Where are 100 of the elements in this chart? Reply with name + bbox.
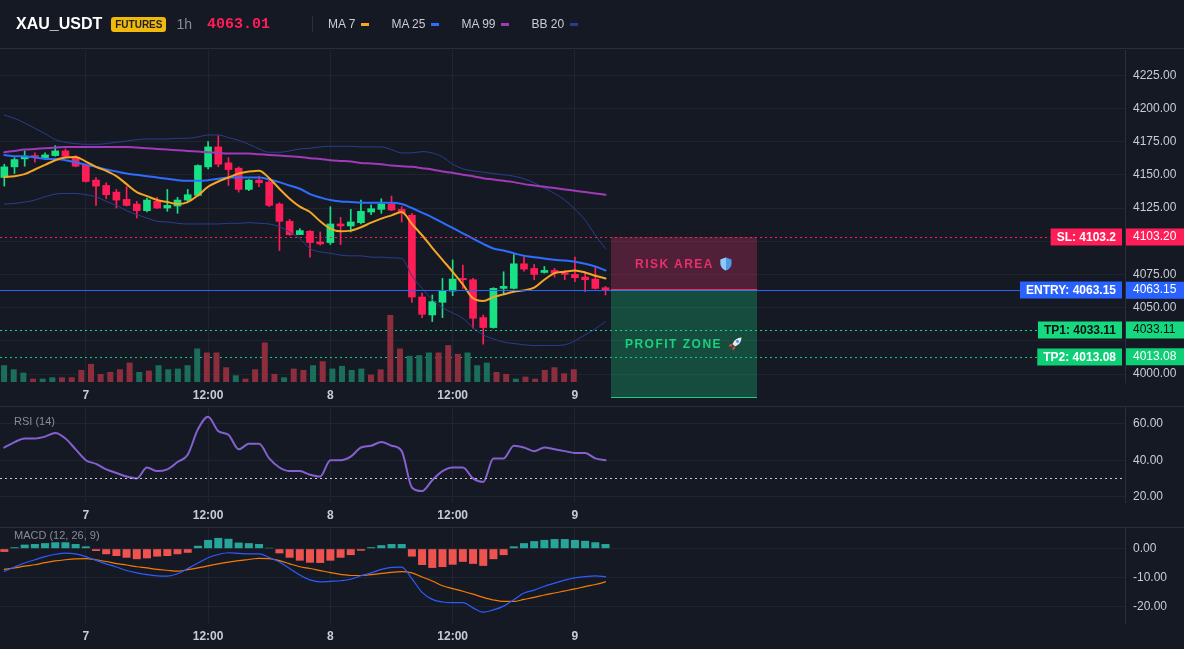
bar bbox=[551, 367, 558, 382]
bar bbox=[532, 378, 539, 382]
chart-title: MACD (12, 26, 9) bbox=[14, 529, 100, 541]
bar bbox=[530, 541, 539, 549]
bar bbox=[407, 549, 416, 557]
line-series bbox=[3, 557, 607, 603]
y-tick-label: 40.00 bbox=[1133, 452, 1164, 467]
x-tick-label: 12:00 bbox=[437, 387, 469, 402]
bar bbox=[97, 373, 104, 382]
bar bbox=[275, 549, 284, 554]
bar bbox=[87, 363, 94, 382]
bar bbox=[132, 549, 141, 560]
bar bbox=[416, 355, 423, 382]
bar bbox=[425, 352, 432, 382]
bar bbox=[155, 365, 162, 382]
bar bbox=[358, 368, 365, 382]
y-tick-label: 4103.20 bbox=[1133, 229, 1177, 244]
bar bbox=[224, 538, 233, 549]
bar bbox=[223, 367, 230, 382]
bar bbox=[319, 361, 326, 382]
bar bbox=[591, 542, 600, 549]
bar bbox=[1, 365, 8, 382]
bar bbox=[561, 373, 568, 382]
bar bbox=[163, 549, 172, 556]
bar bbox=[112, 549, 121, 556]
y-tick-label: 60.00 bbox=[1133, 416, 1164, 431]
bar bbox=[387, 315, 394, 382]
bar bbox=[550, 539, 559, 549]
bar bbox=[348, 369, 355, 382]
bar bbox=[428, 549, 437, 568]
x-tick-label: 9 bbox=[571, 507, 579, 522]
y-tick-label: -20.00 bbox=[1133, 599, 1168, 614]
bar bbox=[255, 544, 264, 549]
ref-line-label: TP1: 4033.11 bbox=[1043, 322, 1117, 337]
bar bbox=[479, 549, 488, 566]
x-tick-label: 12:00 bbox=[437, 628, 469, 643]
bar bbox=[326, 549, 335, 561]
y-tick-label: 4063.15 bbox=[1133, 282, 1177, 297]
bar bbox=[310, 365, 317, 382]
x-tick-label: 8 bbox=[327, 507, 335, 522]
x-tick-label: 12:00 bbox=[192, 507, 224, 522]
bar bbox=[483, 362, 490, 382]
bar bbox=[107, 371, 114, 382]
bar bbox=[601, 544, 610, 549]
x-tick-label: 8 bbox=[327, 628, 335, 643]
bar bbox=[489, 549, 498, 560]
bar bbox=[581, 540, 590, 549]
y-tick-label: 4050.00 bbox=[1133, 299, 1177, 314]
bar bbox=[244, 543, 253, 549]
line-series bbox=[3, 153, 607, 272]
line-series bbox=[3, 415, 607, 493]
ref-line-label: SL: 4103.2 bbox=[1056, 229, 1117, 244]
y-tick-label: 20.00 bbox=[1133, 488, 1164, 503]
x-tick-label: 12:00 bbox=[192, 628, 224, 643]
bar bbox=[570, 539, 579, 549]
bar bbox=[213, 352, 220, 382]
bar bbox=[474, 365, 481, 382]
bar bbox=[522, 376, 529, 382]
bar bbox=[214, 537, 223, 549]
y-tick-label: 4175.00 bbox=[1133, 133, 1177, 148]
bar bbox=[503, 373, 510, 382]
bar bbox=[0, 549, 9, 552]
text: FUTURES bbox=[111, 16, 167, 32]
bar bbox=[61, 542, 70, 549]
bar bbox=[519, 543, 528, 549]
bar bbox=[346, 549, 355, 556]
bar bbox=[458, 549, 467, 562]
bar bbox=[377, 369, 384, 382]
bar bbox=[397, 544, 406, 549]
x-tick-label: 9 bbox=[571, 628, 579, 643]
text: PROFIT ZONE bbox=[624, 337, 723, 352]
bar bbox=[570, 369, 577, 382]
ref-line-label: ENTRY: 4063.15 bbox=[1025, 282, 1117, 297]
legend-label: BB 20 bbox=[531, 17, 565, 31]
bar bbox=[387, 544, 396, 549]
bar bbox=[41, 543, 50, 549]
line-series bbox=[3, 145, 607, 196]
bar bbox=[39, 378, 46, 382]
bar bbox=[377, 545, 386, 549]
bar bbox=[102, 549, 111, 555]
bar bbox=[194, 348, 201, 382]
bar bbox=[290, 368, 297, 382]
bar bbox=[300, 369, 307, 382]
bar bbox=[10, 369, 17, 382]
y-tick-label: 4033.11 bbox=[1133, 322, 1176, 337]
bar bbox=[512, 378, 519, 382]
legend-label: MA 99 bbox=[461, 17, 496, 31]
bar bbox=[541, 369, 548, 382]
text: RSI (14) bbox=[14, 415, 55, 427]
bar bbox=[336, 549, 345, 558]
bar bbox=[126, 362, 133, 382]
bar bbox=[271, 373, 278, 382]
bar bbox=[454, 353, 461, 382]
bar bbox=[51, 542, 60, 549]
bar bbox=[173, 549, 182, 555]
bar bbox=[183, 549, 192, 553]
x-tick-label: 7 bbox=[82, 507, 90, 522]
x-tick-label: 7 bbox=[82, 387, 90, 402]
bar bbox=[316, 549, 325, 563]
bar bbox=[295, 549, 304, 561]
